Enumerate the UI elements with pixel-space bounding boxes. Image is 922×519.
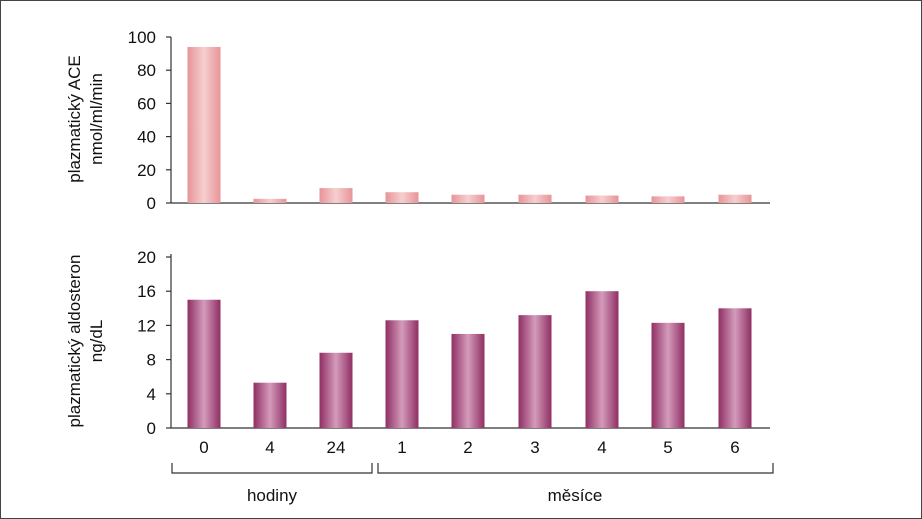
aldosterone-axis-title-line2: ng/dL (87, 320, 106, 363)
x-tick-label: 1 (397, 438, 406, 457)
ace-axis-title-line2: nmol/ml/min (87, 73, 106, 165)
hodiny-bracket (171, 463, 373, 474)
aldosterone-y-tick-label: 12 (137, 316, 156, 335)
group-brackets: hodiny měsíce (171, 463, 774, 505)
mesice-bracket (377, 463, 774, 474)
ace-panel: plazmatický ACE nmol/ml/min 0 20 40 60 80 100 (65, 28, 770, 213)
ace-bar (651, 196, 685, 203)
ace-y-ticks: 0 20 40 60 80 100 (128, 28, 171, 213)
ace-bar (585, 195, 619, 203)
ace-bar (319, 188, 353, 203)
aldosterone-y-tick-label: 20 (137, 248, 156, 267)
aldosterone-bar (585, 291, 619, 428)
ace-bar (385, 192, 419, 203)
ace-y-tick-label: 40 (137, 128, 156, 147)
ace-y-tick-label: 80 (137, 61, 156, 80)
ace-y-tick-label: 60 (137, 94, 156, 113)
ace-y-tick-label: 100 (128, 28, 156, 47)
aldosterone-y-ticks: 0 4 8 12 16 20 (137, 248, 171, 438)
x-tick-label: 3 (530, 438, 539, 457)
aldosterone-bar (451, 333, 485, 428)
aldosterone-y-tick-label: 16 (137, 282, 156, 301)
ace-y-tick-label: 0 (147, 194, 156, 213)
aldosterone-bar (718, 308, 752, 428)
x-tick-label: 5 (663, 438, 672, 457)
ace-axis-title-line1: plazmatický ACE (65, 55, 84, 183)
group-label-mesice: měsíce (548, 486, 603, 505)
ace-bar (253, 198, 287, 203)
aldosterone-bar (385, 320, 419, 428)
group-label-hodiny: hodiny (247, 486, 298, 505)
ace-y-tick-label: 20 (137, 161, 156, 180)
aldosterone-bar (651, 322, 685, 428)
x-tick-label: 24 (327, 438, 346, 457)
ace-bar (518, 194, 552, 203)
aldosterone-bars (187, 291, 752, 428)
x-tick-label: 0 (199, 438, 208, 457)
aldosterone-y-tick-label: 0 (147, 419, 156, 438)
x-tick-label: 2 (463, 438, 472, 457)
aldosterone-bar (253, 382, 287, 428)
aldosterone-bar (319, 352, 353, 428)
aldosterone-axis-title-line1: plazmatický aldosteron (65, 255, 84, 428)
ace-bars (187, 46, 752, 204)
aldosterone-y-tick-label: 4 (147, 385, 156, 404)
ace-bar (187, 46, 221, 204)
x-tick-label: 4 (597, 438, 606, 457)
x-tick-labels: 0 4 24 1 2 3 4 5 6 (199, 438, 739, 457)
ace-bar (718, 194, 752, 203)
aldosterone-bar (518, 315, 552, 428)
aldosterone-y-tick-label: 8 (147, 351, 156, 370)
ace-bar (451, 194, 485, 203)
x-tick-label: 4 (265, 438, 274, 457)
x-tick-label: 6 (730, 438, 739, 457)
aldosterone-bar (187, 299, 221, 428)
